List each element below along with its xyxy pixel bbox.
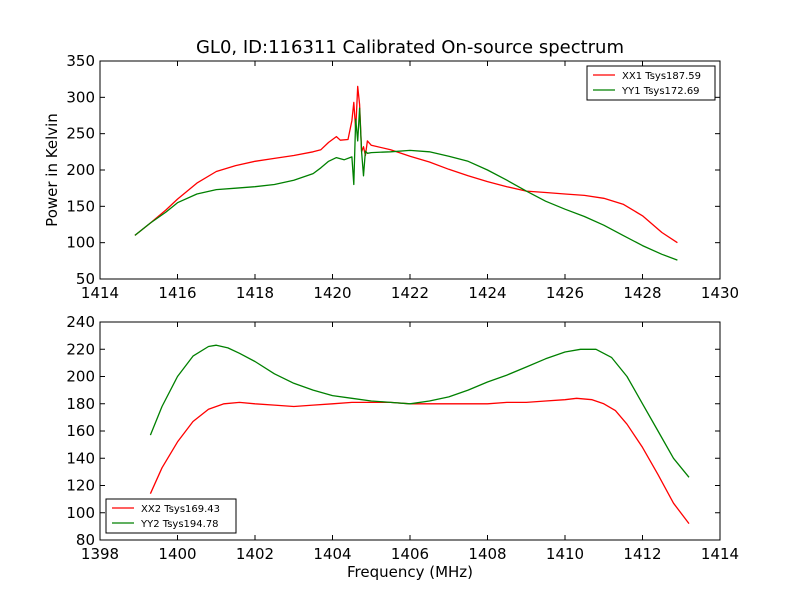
- x-tick-label: 1428: [623, 284, 661, 302]
- y-tick-label: 50: [76, 270, 95, 288]
- legend-entry: YY2 Tsys194.78: [140, 519, 219, 530]
- y-tick-label: 80: [76, 531, 95, 549]
- x-tick-label: 1422: [391, 284, 429, 302]
- y-tick-label: 300: [66, 88, 95, 106]
- x-tick-label: 1420: [313, 284, 351, 302]
- top-spectrum-panel: 1414 1416 1418 1420 1422 1424 1426 1428 1430 50 10…: [66, 52, 739, 302]
- x-tick-label: 1410: [546, 545, 584, 563]
- x-tick-label: 1412: [623, 545, 661, 563]
- x-tick-label: 1418: [236, 284, 274, 302]
- top-ylabel: Power in Kelvin: [43, 113, 61, 227]
- x-tick-label: 1426: [546, 284, 584, 302]
- legend-box: [586, 65, 716, 101]
- legend-entry: XX2 Tsys169.43: [141, 504, 220, 515]
- y-tick-label: 120: [66, 477, 95, 495]
- legend-entry: XX1 Tsys187.59: [622, 71, 701, 82]
- x-tick-label: 1408: [468, 545, 506, 563]
- y-tick-label: 180: [66, 395, 95, 413]
- y-tick-label: 100: [66, 234, 95, 252]
- legend: XX2 Tsys169.43 YY2 Tsys194.78: [105, 498, 237, 534]
- y-tick-label: 350: [66, 52, 95, 70]
- y-tick-label: 220: [66, 340, 95, 358]
- x-tick-label: 1414: [701, 545, 739, 563]
- legend: XX1 Tsys187.59 YY1 Tsys172.69: [586, 65, 716, 101]
- y-tick-label: 140: [66, 449, 95, 467]
- x-tick-label: 1402: [236, 545, 274, 563]
- y-tick-label: 200: [66, 368, 95, 386]
- y-tick-label: 250: [66, 125, 95, 143]
- x-tick-label: 1424: [468, 284, 506, 302]
- x-tick-label: 1400: [158, 545, 196, 563]
- x-tick-label: 1406: [391, 545, 429, 563]
- legend-box: [105, 498, 237, 534]
- x-tick-label: 1414: [81, 284, 119, 302]
- legend-entry: YY1 Tsys172.69: [621, 86, 700, 97]
- y-tick-label: 150: [66, 197, 95, 215]
- series-line-yy1: [134, 107, 678, 261]
- series-line-yy2: [149, 344, 690, 478]
- bottom-spectrum-panel: 1398 1400 1402 1404 1406 1408 1410 1412 1414 80 10…: [66, 313, 739, 563]
- y-tick-label: 100: [66, 504, 95, 522]
- x-tick-label: 1404: [313, 545, 351, 563]
- y-tick-label: 160: [66, 422, 95, 440]
- y-tick-label: 200: [66, 161, 95, 179]
- y-tick-label: 240: [66, 313, 95, 331]
- series-line-xx2: [149, 397, 690, 524]
- figure-title: GL0, ID:116311 Calibrated On-source spec…: [196, 37, 624, 58]
- x-tick-label: 1430: [701, 284, 739, 302]
- bottom-xlabel: Frequency (MHz): [347, 563, 473, 581]
- x-tick-label: 1416: [158, 284, 196, 302]
- x-tick-label: 1398: [81, 545, 119, 563]
